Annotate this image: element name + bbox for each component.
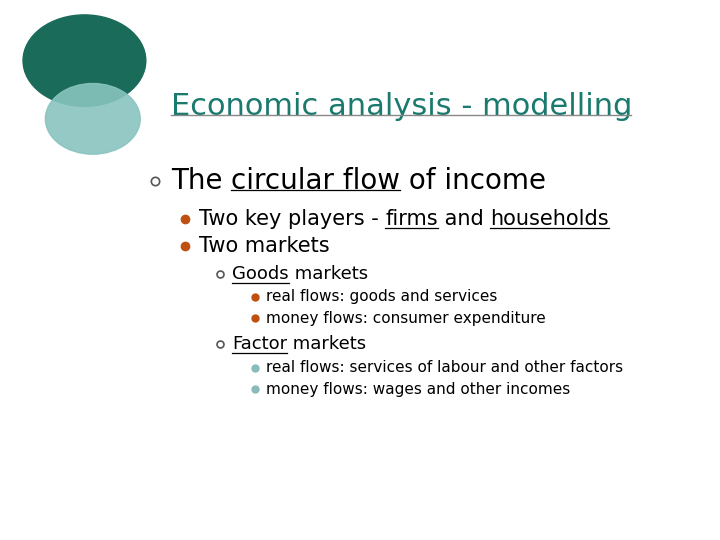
Text: of income: of income [400,167,546,195]
Text: The: The [171,167,231,195]
Text: Goods: Goods [233,265,289,282]
Text: real flows: services of labour and other factors: real flows: services of labour and other… [266,360,623,375]
Text: households: households [490,208,609,228]
Text: money flows: consumer expenditure: money flows: consumer expenditure [266,311,546,326]
Text: real flows: goods and services: real flows: goods and services [266,289,497,305]
Text: firms: firms [385,208,438,228]
Circle shape [23,15,145,106]
Text: Two key players -: Two key players - [199,208,385,228]
Circle shape [45,84,140,154]
Text: markets: markets [287,335,366,353]
Text: and: and [438,208,490,228]
Text: Factor: Factor [233,335,287,353]
Text: circular flow: circular flow [231,167,400,195]
Text: money flows: wages and other incomes: money flows: wages and other incomes [266,382,570,396]
Text: Two markets: Two markets [199,235,330,255]
Text: Economic analysis - modelling: Economic analysis - modelling [171,92,632,121]
Text: markets: markets [289,265,368,282]
